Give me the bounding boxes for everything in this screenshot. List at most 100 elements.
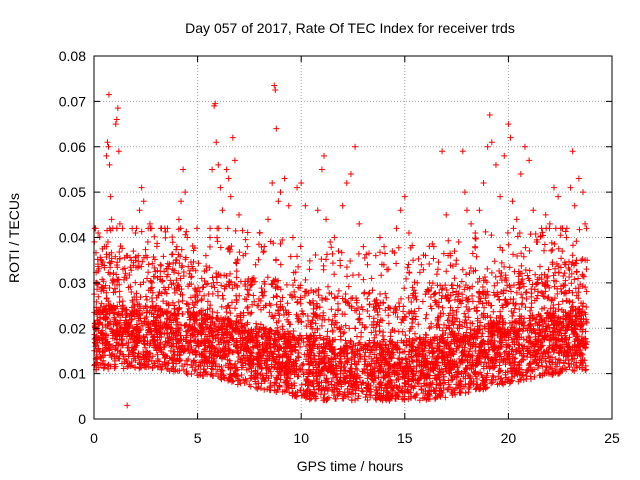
data-point xyxy=(490,308,497,315)
data-point xyxy=(198,297,205,304)
data-point xyxy=(244,229,251,236)
data-point xyxy=(382,290,389,297)
data-point xyxy=(444,386,451,393)
data-point xyxy=(248,281,255,288)
data-point xyxy=(162,234,169,241)
data-point xyxy=(255,256,262,263)
data-point xyxy=(151,233,158,240)
data-point xyxy=(302,276,309,283)
data-point xyxy=(401,348,408,355)
data-point xyxy=(116,288,123,295)
data-point xyxy=(442,394,449,401)
data-point xyxy=(514,253,521,260)
data-point xyxy=(298,381,305,388)
data-point xyxy=(366,289,373,296)
data-point xyxy=(554,290,561,297)
data-point xyxy=(461,310,468,317)
data-point xyxy=(214,309,221,316)
data-point xyxy=(355,271,362,278)
data-point xyxy=(491,282,498,289)
data-point xyxy=(566,298,573,305)
data-point xyxy=(426,261,433,268)
data-point xyxy=(378,272,385,279)
data-point xyxy=(100,365,107,372)
data-point xyxy=(232,259,239,266)
data-point xyxy=(312,320,319,327)
data-point xyxy=(571,368,578,375)
data-point xyxy=(435,259,442,266)
data-point xyxy=(523,337,530,344)
data-point xyxy=(393,307,400,314)
data-point xyxy=(190,247,197,254)
data-point xyxy=(524,366,531,373)
data-point xyxy=(360,276,367,283)
data-point xyxy=(422,315,429,322)
data-point xyxy=(148,278,155,285)
data-point xyxy=(570,242,577,249)
data-point xyxy=(471,370,478,377)
data-point xyxy=(92,225,99,232)
data-point xyxy=(337,262,344,269)
data-point xyxy=(412,313,419,320)
data-point xyxy=(359,306,366,313)
data-point xyxy=(328,306,335,313)
data-point xyxy=(552,356,559,363)
data-point xyxy=(550,272,557,279)
data-point xyxy=(207,313,214,320)
data-point xyxy=(575,275,582,282)
data-point xyxy=(314,325,321,332)
data-point xyxy=(488,380,495,387)
data-point xyxy=(384,346,391,353)
data-point xyxy=(430,291,437,298)
data-point xyxy=(583,266,590,273)
data-point xyxy=(541,241,548,248)
data-point xyxy=(260,249,267,256)
data-point xyxy=(496,296,503,303)
data-point xyxy=(366,250,373,257)
data-point xyxy=(564,343,571,350)
data-point xyxy=(557,264,564,271)
data-point xyxy=(470,362,477,369)
data-point xyxy=(214,238,221,245)
data-point xyxy=(214,234,221,241)
data-point xyxy=(177,357,184,364)
data-point xyxy=(242,281,249,288)
data-point xyxy=(410,358,417,365)
data-point xyxy=(116,249,123,256)
data-point xyxy=(405,294,412,301)
data-point xyxy=(528,290,535,297)
data-point xyxy=(292,293,299,300)
data-point xyxy=(145,261,152,268)
data-point xyxy=(339,311,346,318)
data-point xyxy=(376,363,383,370)
data-point xyxy=(344,273,351,280)
data-point xyxy=(496,368,503,375)
data-point xyxy=(111,357,118,364)
data-point xyxy=(545,345,552,352)
data-point xyxy=(573,238,580,245)
data-point xyxy=(300,360,307,367)
data-point xyxy=(349,272,356,279)
data-point xyxy=(241,296,248,303)
data-point xyxy=(405,396,412,403)
data-point xyxy=(318,256,325,263)
data-point xyxy=(402,332,409,339)
data-point xyxy=(492,273,499,280)
data-point xyxy=(454,304,461,311)
data-point xyxy=(338,249,345,256)
data-point xyxy=(466,285,473,292)
data-point xyxy=(163,329,170,336)
data-point xyxy=(224,225,231,232)
data-point xyxy=(233,268,240,275)
data-point xyxy=(406,269,413,276)
data-point xyxy=(484,265,491,272)
data-point xyxy=(114,311,121,318)
data-point xyxy=(506,264,513,271)
data-point xyxy=(380,329,387,336)
data-point xyxy=(218,364,225,371)
data-point xyxy=(549,246,556,253)
data-point xyxy=(508,288,515,295)
data-point xyxy=(232,305,239,312)
data-point xyxy=(138,228,145,235)
data-point xyxy=(233,337,240,344)
